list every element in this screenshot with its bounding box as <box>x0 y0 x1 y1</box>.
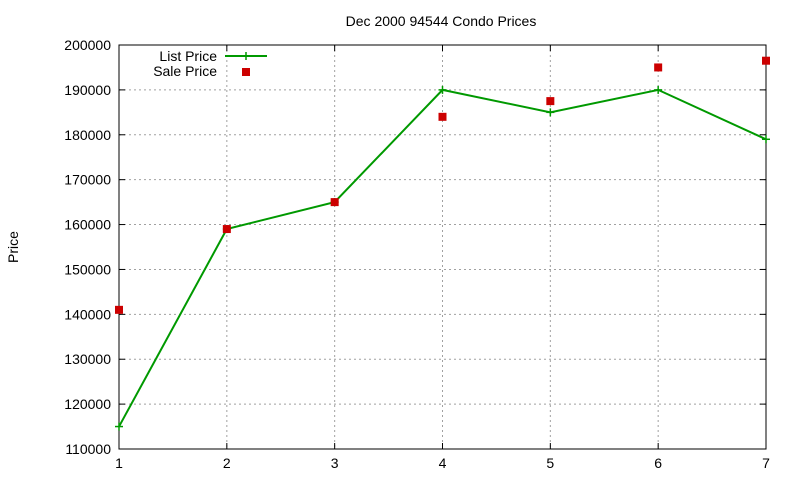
legend-marker-list-price <box>242 52 250 60</box>
x-tick-label: 1 <box>115 455 123 471</box>
data-point-sale-price <box>654 63 663 72</box>
y-tick-label: 160000 <box>64 217 111 233</box>
legend-sample-sale-price <box>242 68 250 76</box>
y-axis-ticks: 110000 120000 130000 140000 150000 160000 1700… <box>64 37 766 457</box>
y-tick-label: 180000 <box>64 127 111 143</box>
data-point-list-price <box>438 85 447 94</box>
x-tick-label: 3 <box>331 455 339 471</box>
data-point-sale-price <box>546 97 555 106</box>
legend-label-list-price: List Price <box>159 48 217 64</box>
data-point-list-price <box>762 135 770 144</box>
data-point-sale-price <box>762 56 770 65</box>
legend-marker-sale-price <box>242 68 250 76</box>
y-tick-label: 190000 <box>64 82 111 98</box>
y-tick-label: 140000 <box>64 306 111 322</box>
data-point-sale-price <box>438 112 447 121</box>
legend-label-sale-price: Sale Price <box>153 63 217 79</box>
plot-frame <box>118 44 767 450</box>
x-tick-label: 5 <box>546 455 554 471</box>
y-tick-label: 170000 <box>64 172 111 188</box>
x-tick-label: 4 <box>439 455 447 471</box>
y-tick-label: 200000 <box>64 37 111 53</box>
legend-sample-list-price <box>225 52 267 60</box>
y-tick-label: 110000 <box>65 441 111 457</box>
legend: List Price Sale Price <box>153 48 267 79</box>
y-tick-label: 130000 <box>64 351 111 367</box>
x-axis-ticks: 1 2 3 4 5 6 7 <box>115 45 770 471</box>
x-tick-label: 7 <box>762 455 770 471</box>
x-tick-label: 2 <box>223 455 231 471</box>
grid-lines <box>119 45 766 449</box>
series-layer <box>115 56 770 431</box>
x-tick-label: 6 <box>654 455 662 471</box>
data-point-list-price <box>654 85 663 94</box>
data-point-list-price <box>546 108 555 117</box>
data-point-sale-price <box>115 305 123 314</box>
data-point-list-price <box>115 422 123 431</box>
y-tick-label: 150000 <box>64 261 111 277</box>
y-tick-label: 120000 <box>64 396 111 412</box>
data-point-sale-price <box>330 198 339 207</box>
y-axis-label: Price <box>5 231 21 263</box>
chart-title: Dec 2000 94544 Condo Prices <box>346 13 537 29</box>
data-point-sale-price <box>222 225 231 234</box>
